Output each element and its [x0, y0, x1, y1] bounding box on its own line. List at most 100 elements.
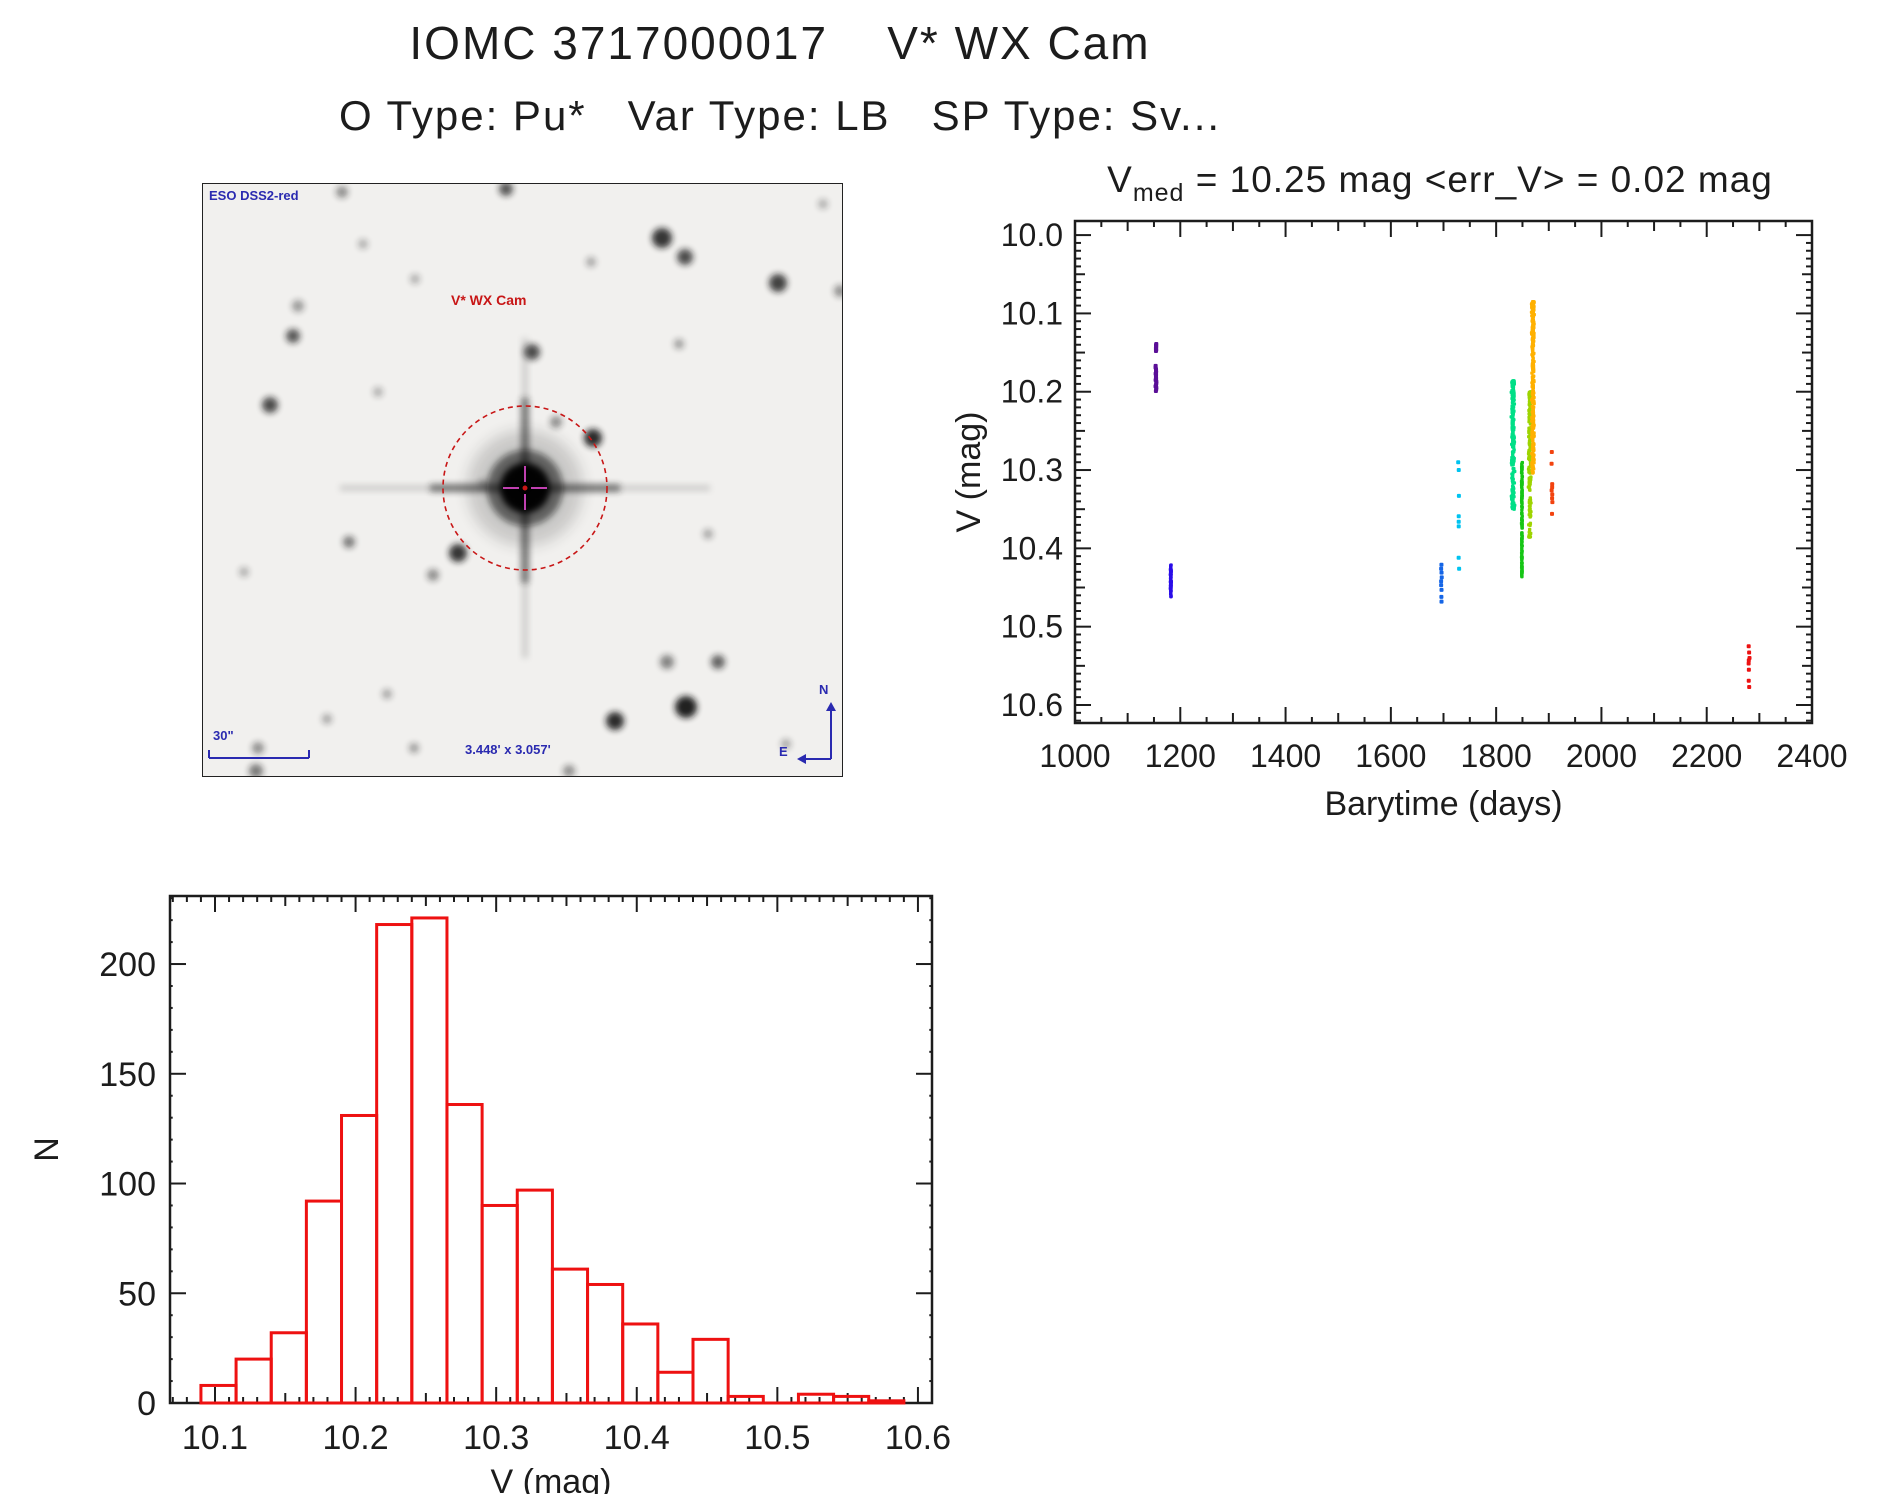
y-axis-title: V (mag): [950, 412, 988, 533]
star-blob: [563, 765, 575, 776]
scatter-title: Vmed = 10.25 mag <err_V> = 0.02 mag: [1107, 159, 1773, 207]
x-tick-label: 2400: [1776, 738, 1847, 774]
histogram-bar: [586, 1282, 625, 1405]
star-blob: [239, 567, 249, 577]
star-blob: [409, 743, 419, 753]
target-cross-marker: [503, 466, 547, 510]
compass-east-label: E: [779, 744, 788, 759]
star-blob: [262, 397, 278, 413]
y-tick-label: 10.0: [1001, 217, 1063, 253]
star-blob: [652, 228, 672, 248]
star-blob: [550, 416, 562, 428]
x-tick-label: 2200: [1671, 738, 1742, 774]
plot-frame: [1073, 219, 1814, 725]
scale-bar: [208, 750, 310, 759]
x-axis-title: Barytime (days): [1324, 785, 1562, 823]
scatter-points-epoch-1849-green-line: [1519, 460, 1525, 579]
y-tick-label: 0: [137, 1385, 156, 1423]
scatter-points-epoch-1832-springgreen: [1509, 379, 1517, 511]
scatter-points-epoch-1696-blue-dots: [1439, 562, 1444, 604]
scatter-points-epoch-1182-blue-line: [1168, 563, 1173, 599]
star-blob: [427, 569, 439, 581]
star-blob: [586, 257, 596, 267]
star-blob: [499, 184, 513, 196]
x-tick-label: 1600: [1355, 738, 1426, 774]
histogram-bar: [199, 1383, 238, 1405]
histogram-bar: [550, 1267, 590, 1405]
star-blob: [769, 274, 787, 292]
star-blob: [252, 742, 264, 754]
star-blob: [674, 339, 684, 349]
x-tick-label: 1200: [1145, 738, 1216, 774]
star-blob: [358, 239, 368, 249]
y-tick-label: 10.4: [1001, 530, 1063, 566]
histogram-bar: [726, 1394, 765, 1405]
x-tick-label: 10.3: [463, 1419, 529, 1457]
star-blob: [675, 696, 697, 718]
aperture-circle: [442, 405, 608, 571]
histogram-bar: [375, 923, 414, 1405]
x-tick-label: 1400: [1250, 738, 1321, 774]
x-tick-label: 1000: [1039, 738, 1110, 774]
page-subtitle: O Type: Pu* Var Type: LB SP Type: Sv...: [338, 92, 1222, 139]
starfield-image: ESO DSS2-red V* WX Cam 30" 3.448' x 3.05…: [202, 183, 843, 777]
y-tick-label: 10.1: [1001, 295, 1063, 331]
scatter-points-epoch-1906-orangered-dots: [1549, 450, 1555, 516]
histogram-bar: [304, 1199, 344, 1405]
starfield-canvas: [208, 184, 842, 776]
background-stars: [239, 184, 842, 776]
histogram-bar: [515, 1188, 554, 1405]
scatter-points-epoch-2280-red-dots: [1746, 644, 1752, 689]
star-blob: [286, 329, 300, 343]
histogram-bar: [656, 1370, 695, 1405]
histogram-bar: [234, 1357, 273, 1405]
y-tick-label: 200: [99, 946, 156, 984]
histogram-bar: [340, 1113, 379, 1405]
scatter-points-epoch-1729-cyan-dots: [1456, 460, 1462, 571]
histogram-bars: [199, 916, 906, 1405]
compass-icon: [797, 702, 836, 764]
star-blob: [660, 655, 674, 669]
y-tick-label: 10.3: [1001, 452, 1063, 488]
x-tick-label: 1800: [1461, 738, 1532, 774]
compass-north-label: N: [819, 682, 829, 697]
star-blob: [703, 529, 713, 539]
axis-ticks: [170, 896, 933, 1404]
x-tick-label: 2000: [1566, 738, 1637, 774]
star-blob: [711, 655, 725, 669]
page-title: IOMC 3717000017 V* WX Cam: [409, 17, 1151, 69]
field-of-view-label: 3.448' x 3.057': [465, 742, 551, 757]
histogram-bar: [410, 916, 449, 1405]
star-blob: [373, 387, 383, 397]
y-tick-label: 150: [99, 1056, 156, 1094]
y-tick-label: 10.6: [1001, 687, 1063, 723]
survey-source-label: ESO DSS2-red: [209, 188, 299, 203]
histogram-bar: [691, 1337, 730, 1405]
star-blob: [834, 285, 842, 297]
histogram-bar: [796, 1392, 836, 1405]
histogram-bar: [832, 1394, 871, 1405]
star-blob: [449, 544, 467, 562]
lightcurve-scatter-plot: Vmed = 10.25 mag <err_V> = 0.02 mag 1000 1…: [950, 159, 1848, 823]
star-blob: [292, 300, 304, 312]
star-blob: [781, 739, 791, 749]
star-blob: [322, 714, 332, 724]
x-axis-title: V (mag): [491, 1463, 612, 1494]
y-tick-label: 10.5: [1001, 609, 1063, 645]
x-tick-label: 10.6: [885, 1419, 951, 1457]
y-tick-label: 100: [99, 1166, 156, 1204]
star-blob: [606, 712, 624, 730]
scatter-points-epoch-1154-violet: [1153, 341, 1159, 393]
star-blob: [336, 186, 348, 198]
x-tick-label: 10.1: [182, 1419, 248, 1457]
axis-ticks: [1074, 221, 1813, 723]
histogram-bar: [269, 1331, 308, 1405]
histogram-bar: [867, 1399, 906, 1405]
x-tick-label: 10.5: [744, 1419, 810, 1457]
star-blob: [584, 429, 602, 447]
x-tick-label: 10.4: [604, 1419, 670, 1457]
y-axis-title: N: [30, 1137, 66, 1162]
histogram-bar: [621, 1322, 660, 1405]
star-blob: [410, 274, 420, 284]
scale-bar-label: 30": [213, 728, 234, 743]
